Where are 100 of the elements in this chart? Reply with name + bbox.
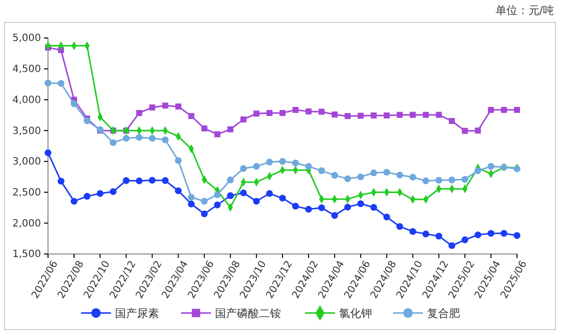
- point: [370, 204, 378, 211]
- point: [514, 232, 520, 239]
- point: [266, 110, 272, 116]
- point: [435, 232, 442, 240]
- point: [253, 198, 260, 205]
- legend-label: 国产磷酸二铵: [215, 307, 281, 320]
- point: [488, 162, 494, 170]
- point: [422, 177, 430, 184]
- point: [110, 188, 117, 196]
- point: [200, 198, 208, 205]
- point: [188, 200, 195, 208]
- point: [266, 190, 273, 197]
- point: [162, 102, 168, 109]
- y-tick-label: 3,000: [12, 156, 41, 168]
- y-tick-label: 4,500: [12, 64, 41, 76]
- point: [462, 176, 468, 183]
- point: [58, 80, 64, 87]
- point: [436, 112, 442, 118]
- point: [214, 191, 221, 198]
- point: [422, 230, 430, 238]
- point: [474, 231, 482, 238]
- point: [136, 177, 143, 184]
- point: [279, 158, 286, 165]
- point: [266, 158, 273, 166]
- y-tick-label: 2,000: [12, 218, 41, 230]
- point: [384, 112, 390, 118]
- point: [240, 165, 247, 172]
- legend-label: 氯化钾: [339, 307, 372, 320]
- point: [474, 128, 481, 134]
- point: [188, 194, 195, 201]
- point: [462, 128, 468, 134]
- point: [96, 190, 104, 197]
- point: [201, 125, 208, 132]
- point: [279, 194, 286, 202]
- point: [175, 104, 182, 110]
- point: [474, 167, 482, 174]
- point: [240, 190, 247, 196]
- point: [227, 176, 234, 184]
- point: [435, 176, 442, 184]
- point: [306, 108, 312, 114]
- point: [318, 167, 325, 174]
- point: [448, 118, 455, 124]
- point: [357, 200, 364, 208]
- point: [214, 202, 221, 208]
- point: [514, 106, 520, 113]
- point: [409, 228, 416, 235]
- y-tick-label: 3,500: [12, 126, 41, 137]
- point: [122, 177, 130, 184]
- point: [358, 112, 364, 119]
- point: [409, 174, 416, 181]
- y-tick-label: 4,000: [12, 94, 41, 106]
- point: [370, 112, 377, 118]
- point: [44, 149, 52, 156]
- point: [448, 176, 456, 184]
- point: [331, 172, 338, 179]
- point: [200, 210, 208, 218]
- point: [370, 169, 378, 176]
- point: [500, 230, 508, 237]
- point: [280, 110, 286, 116]
- point: [488, 106, 494, 113]
- y-tick-label: 2,500: [12, 187, 41, 198]
- point: [292, 160, 299, 166]
- point: [84, 117, 90, 124]
- point: [344, 204, 352, 210]
- point: [462, 236, 468, 244]
- point: [162, 177, 169, 184]
- point: [448, 242, 456, 250]
- point: [253, 162, 260, 170]
- point: [331, 212, 338, 219]
- point: [344, 113, 351, 120]
- point: [318, 108, 325, 115]
- point: [110, 139, 117, 146]
- point: [305, 206, 312, 213]
- point: [357, 173, 364, 180]
- point: [227, 126, 234, 132]
- point: [214, 131, 220, 138]
- point: [292, 202, 299, 210]
- point: [149, 104, 156, 110]
- point: [84, 192, 90, 200]
- point: [383, 168, 390, 176]
- point: [253, 110, 260, 117]
- point: [162, 136, 169, 144]
- y-tick-label: 1,500: [12, 249, 41, 260]
- point: [122, 134, 130, 142]
- point: [188, 113, 194, 120]
- point: [174, 157, 182, 164]
- legend-label: 国产尿素: [115, 307, 159, 320]
- point: [410, 112, 416, 118]
- legend-label: 复合肥: [427, 307, 460, 320]
- point: [136, 134, 143, 141]
- point: [240, 116, 246, 122]
- point: [44, 80, 52, 86]
- point: [292, 106, 299, 113]
- point: [70, 198, 78, 205]
- point: [318, 204, 325, 212]
- point: [227, 192, 234, 200]
- point: [136, 110, 142, 116]
- point: [396, 172, 404, 178]
- point: [344, 175, 352, 182]
- point: [396, 112, 403, 118]
